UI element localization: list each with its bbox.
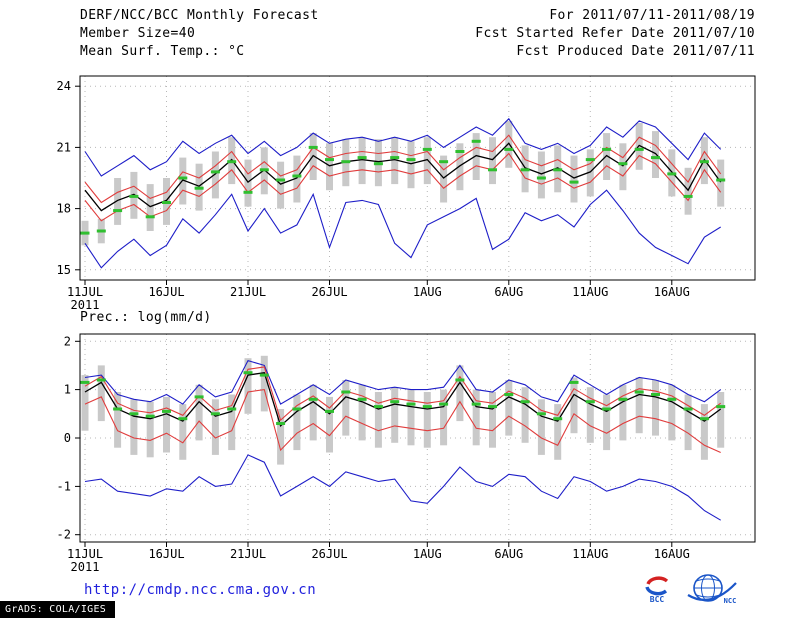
logos: BCC NCC <box>640 572 760 608</box>
series-line-lower <box>84 152 722 222</box>
x-tick-label: 6AUG <box>494 285 523 299</box>
year-label: 2011 <box>71 298 100 312</box>
series-line-lower <box>84 388 721 454</box>
y-axis: -2 -1 0 1 2 <box>57 334 80 542</box>
x-tick-label: 11JUL <box>67 285 103 299</box>
x-tick-label: 6AUG <box>494 547 523 561</box>
x-axis: 11JUL 16JUL 21JUL 26JUL 1AUG 6AUG 11AUG 16AUG 20… <box>67 542 690 574</box>
y-tick-label: 1 <box>64 383 71 397</box>
precipitation-svg: -2 -1 0 1 2 11JUL 16JUL 21JUL 26JUL 1AUG 6AUG 11AUG… <box>57 333 756 574</box>
x-tick-label: 16JUL <box>148 285 184 299</box>
series-line-ensemble-mean <box>84 371 722 428</box>
x-tick-label: 21JUL <box>230 285 266 299</box>
x-tick-label: 16AUG <box>654 547 690 561</box>
x-tick-label: 11AUG <box>572 547 608 561</box>
y-tick-label: -2 <box>57 528 71 542</box>
x-tick-label: 1AUG <box>413 285 442 299</box>
precip-chart: -2 -1 0 1 2 11JUL 16JUL 21JUL 26JUL 1AUG 6AUG 11AUG… <box>0 324 800 584</box>
x-tick-label: 1AUG <box>413 547 442 561</box>
year-label: 2011 <box>71 560 100 574</box>
y-tick-label: 21 <box>57 140 71 154</box>
y-tick-label: -1 <box>57 479 71 493</box>
x-tick-label: 21JUL <box>230 547 266 561</box>
y-axis: 15 18 21 24 <box>57 79 80 277</box>
x-axis: 11JUL 16JUL 21JUL 26JUL 1AUG 6AUG 11AUG 16AUG 20… <box>67 280 690 312</box>
plot-frame <box>79 75 756 281</box>
x-tick-label: 16AUG <box>654 285 690 299</box>
x-tick-label: 11JUL <box>67 547 103 561</box>
series-line-min <box>84 454 721 521</box>
bcc-logo: BCC <box>645 576 669 604</box>
temperature-chart: 15 18 21 24 11JUL 16JUL 21JUL 26JUL 1AUG 6AUG 11AU… <box>0 58 800 318</box>
mean-surface-temperature-svg: 15 18 21 24 11JUL 16JUL 21JUL 26JUL 1AUG 6AUG 11AU… <box>57 75 756 312</box>
refer-date-label: Fcst Started Refer Date 2011/07/10 <box>475 26 755 41</box>
y-tick-label: 18 <box>57 202 71 216</box>
y-tick-label: 2 <box>64 334 71 348</box>
y-tick-label: 0 <box>64 431 71 445</box>
ncc-logo: NCC <box>687 574 737 605</box>
bcc-logo-text: BCC <box>650 595 665 604</box>
observation-dashes <box>80 371 726 425</box>
x-tick-label: 26JUL <box>311 285 347 299</box>
series-line-min <box>84 189 721 269</box>
spread-bars <box>81 355 725 465</box>
source-url-text: http://cmdp.ncc.cma.gov.cn <box>84 582 317 598</box>
series-line-upper <box>84 134 722 204</box>
y-tick-label: 24 <box>57 79 71 93</box>
observation-dashes <box>80 139 726 235</box>
x-tick-label: 11AUG <box>572 285 608 299</box>
series-line-upper <box>84 366 722 422</box>
x-tick-label: 26JUL <box>311 547 347 561</box>
x-tick-label: 16JUL <box>148 547 184 561</box>
member-size-label: Member Size=40 <box>80 26 196 41</box>
ncc-logo-text: NCC <box>724 597 737 605</box>
grads-credit: GrADS: COLA/IGES <box>0 601 116 618</box>
precip-chart-title: Prec.: log(mm/d) <box>80 310 212 325</box>
page-title: DERF/NCC/BCC Monthly Forecast <box>80 8 319 23</box>
series-line-max <box>84 359 722 405</box>
produced-date-label: Fcst Produced Date 2011/07/11 <box>516 44 755 59</box>
y-tick-label: 15 <box>57 263 71 277</box>
forecast-range-label: For 2011/07/11-2011/08/19 <box>549 8 755 23</box>
series-line-ensemble-mean <box>84 142 722 212</box>
series-line-max <box>84 117 722 177</box>
temperature-chart-title: Mean Surf. Temp.: °C <box>80 44 245 59</box>
